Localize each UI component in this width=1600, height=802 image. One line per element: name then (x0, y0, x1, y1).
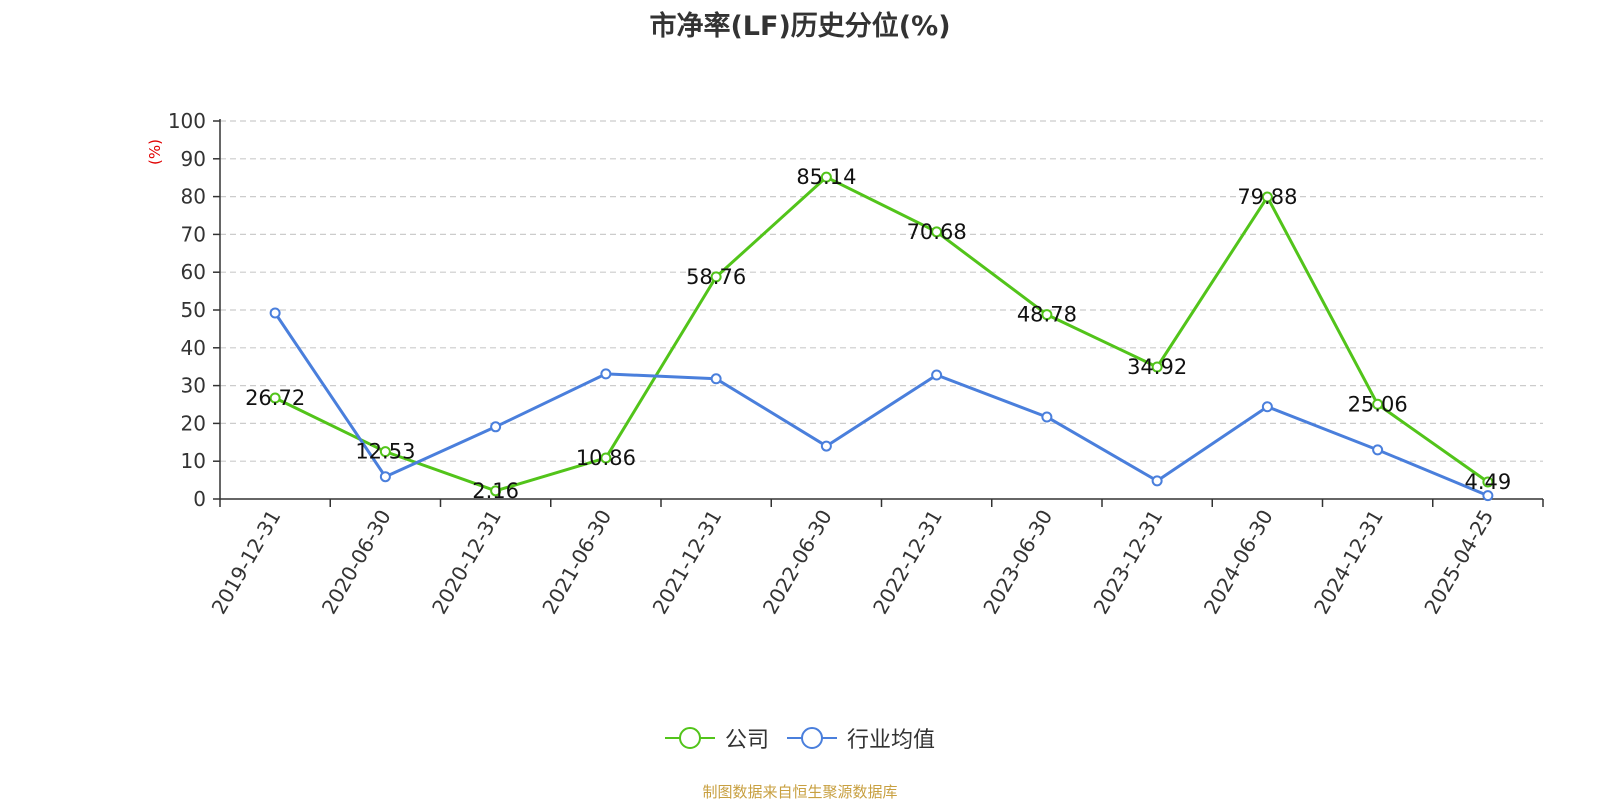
series-line-company (274, 175, 1489, 493)
data-point (379, 471, 391, 483)
legend-company-label: 公司 (724, 728, 769, 753)
x-tick-label: 2024-12-31 (1309, 506, 1388, 619)
data-label: 34.92 (1127, 355, 1187, 379)
legend: 公司 行业均值 (0, 722, 1600, 754)
series-line-industry (273, 312, 1489, 497)
y-tick-label: 40 (181, 336, 206, 360)
legend-industry-label: 行业均值 (847, 728, 936, 753)
data-point (1482, 490, 1494, 502)
x-axis: 2019-12-31 2020-06-30 2020-12-31 2021-06-30… (207, 498, 1544, 619)
y-tick-label: 0 (193, 487, 206, 511)
x-tick-label: 2020-06-30 (317, 506, 396, 619)
x-tick-label: 2025-04-25 (1419, 506, 1498, 619)
y-tick-label: 90 (181, 147, 206, 171)
y-tick-label: 20 (181, 411, 206, 435)
data-label: 79.88 (1237, 185, 1297, 209)
data-label: 4.49 (1464, 470, 1511, 494)
data-point (269, 392, 281, 404)
legend-company-marker-icon (664, 727, 715, 749)
data-label: 58.76 (686, 265, 746, 289)
series-lines (269, 171, 1494, 502)
source-note: 制图数据来自恒生聚源数据库 (702, 783, 898, 801)
data-label: 2.16 (472, 479, 519, 503)
data-point (710, 271, 722, 283)
y-tick-label: 10 (181, 449, 206, 473)
y-axis-unit-label: (%) (146, 139, 164, 165)
legend-item-company[interactable]: 公司 (664, 722, 769, 754)
x-tick-label: 2020-12-31 (427, 506, 506, 619)
data-point (710, 373, 722, 385)
y-tick-label: 60 (181, 260, 206, 284)
data-label: 85.14 (796, 165, 856, 189)
data-point (490, 485, 502, 497)
data-point (931, 369, 943, 381)
data-point (1041, 309, 1053, 321)
y-axis: 0 10 20 30 40 50 60 70 80 90 100 (168, 109, 221, 511)
data-label: 25.06 (1348, 392, 1408, 416)
data-point (820, 440, 832, 452)
legend-item-industry[interactable]: 行业均值 (787, 722, 935, 754)
data-point (1261, 191, 1273, 203)
x-tick-label: 2022-12-31 (868, 506, 947, 619)
grid-lines (220, 120, 1543, 462)
data-label: 26.72 (245, 386, 305, 410)
data-point (1482, 476, 1494, 488)
x-tick-label: 2019-12-31 (207, 506, 286, 619)
data-labels: 26.72 12.53 2.16 10.86 58.76 85.14 70.68 48.78 3… (245, 165, 1511, 503)
x-tick-label: 2024-06-30 (1199, 506, 1278, 619)
y-tick-label: 50 (181, 298, 206, 322)
data-point (1151, 475, 1163, 487)
data-label: 10.86 (576, 446, 636, 470)
x-tick-label: 2023-12-31 (1089, 506, 1168, 619)
data-point (600, 452, 612, 464)
data-point (1151, 361, 1163, 373)
x-tick-label: 2021-06-30 (537, 506, 616, 619)
data-point (931, 226, 943, 238)
data-point (379, 446, 391, 458)
data-point (1372, 444, 1384, 456)
data-label: 48.78 (1017, 303, 1077, 327)
data-point (1261, 401, 1273, 413)
x-tick-label: 2023-06-30 (978, 506, 1057, 619)
data-point (820, 171, 832, 183)
y-tick-label: 100 (168, 109, 206, 133)
y-tick-label: 30 (181, 374, 206, 398)
data-label: 12.53 (355, 440, 415, 464)
y-tick-label: 80 (181, 185, 206, 209)
x-tick-label: 2021-12-31 (648, 506, 727, 619)
data-point (269, 307, 281, 319)
x-tick-label: 2022-06-30 (758, 506, 837, 619)
data-point (600, 368, 612, 380)
data-point (1372, 398, 1384, 410)
y-tick-label: 70 (181, 222, 206, 246)
data-label: 70.68 (907, 220, 967, 244)
chart-title: 市净率(LF)历史分位(%) (649, 11, 951, 42)
data-point (490, 421, 502, 433)
data-point (1041, 411, 1053, 423)
legend-industry-marker-icon (787, 727, 837, 749)
